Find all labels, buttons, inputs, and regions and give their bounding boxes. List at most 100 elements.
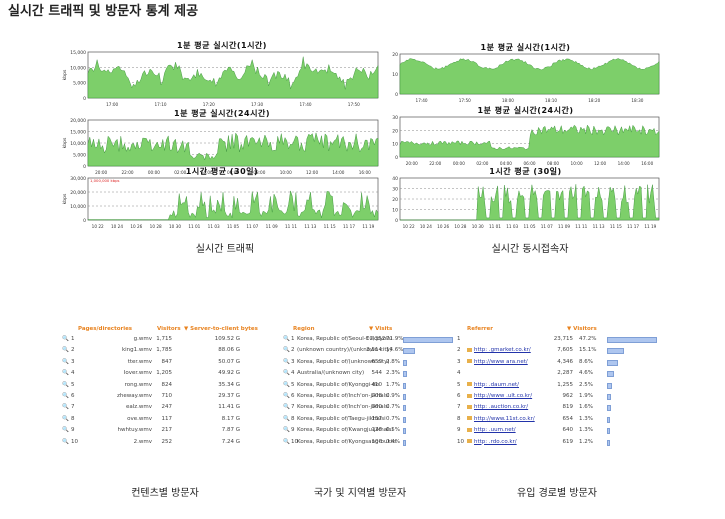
visitor-count: 252 <box>161 438 173 445</box>
row-index: 10 <box>457 438 464 445</box>
percent-bar <box>607 348 625 355</box>
visit-count: 3,514 <box>366 347 382 354</box>
referrer-link[interactable]: http: .auction.co.kr/ <box>467 404 528 410</box>
y-tick-label: 0 <box>395 92 398 98</box>
y-tick-label: 0 <box>83 218 86 224</box>
referrer-link[interactable]: http: .daum.net/ <box>467 382 519 388</box>
page-name[interactable]: tter.wmv <box>127 358 152 365</box>
concurrent-chart-24h: 1분 평균 실시간(24시간) 30 20 10 0 20:00 22:00 00:00 02:… <box>388 105 663 167</box>
row-index: 2 <box>71 347 75 354</box>
x-tick-label: 22:00 <box>429 161 441 166</box>
x-tick-label: 10 30 <box>169 224 181 229</box>
search-icon: 🔍 <box>62 404 69 411</box>
referrer-link[interactable]: http://www ara.net/ <box>467 359 528 365</box>
x-tick-label: 04:00 <box>201 170 213 175</box>
chart-svg: 20 10 0 17:40 17:50 18:00 18:10 18:20 18:30 <box>392 52 660 103</box>
search-icon: 🔍 <box>62 427 69 434</box>
visitor-count: 1,205 <box>156 370 172 377</box>
row-index: 1 <box>71 336 75 342</box>
page-name[interactable]: ealz.wmv <box>125 404 152 411</box>
page-name[interactable]: hwhtuy.wmv <box>117 427 152 434</box>
percent-bar <box>607 337 657 343</box>
page-name[interactable]: ove.wmv <box>127 415 152 422</box>
bytes-value: 50.07 G <box>218 358 240 365</box>
visitor-percent: 15.1% <box>579 347 597 354</box>
x-tick-label: 10 22 <box>92 224 104 229</box>
x-tick-label: 11 07 <box>541 224 553 229</box>
x-tick-label: 17:40 <box>299 102 311 107</box>
visitor-count: 847 <box>161 358 173 365</box>
visitor-count: 619 <box>562 438 574 445</box>
search-icon: 🔍 <box>283 438 290 445</box>
x-tick-label: 14:00 <box>332 170 344 175</box>
search-icon: 🔍 <box>62 393 69 399</box>
traffic-caption: 실시간 트래픽 <box>195 244 255 255</box>
x-tick-label: 22:00 <box>122 170 134 175</box>
visit-percent: 71.9% <box>386 336 404 342</box>
row-index: 1 <box>291 336 295 342</box>
percent-bar <box>607 416 611 423</box>
y-tick-label: 10,000 <box>70 65 86 71</box>
x-tick-label: 10 26 <box>437 224 449 229</box>
referrer-link[interactable]: http: .gmarket.co.kr/ <box>467 347 531 353</box>
percent-bar <box>403 416 406 423</box>
x-tick-label: 11 19 <box>644 224 656 229</box>
percent-bar <box>607 428 611 435</box>
page-name[interactable]: Iover.wmv <box>123 370 152 377</box>
series-area <box>87 190 379 221</box>
country-caption: 국가 및 지역별 방문자 <box>313 488 407 499</box>
x-tick-label: 16:00 <box>359 170 371 175</box>
page-name[interactable]: g.wmv <box>133 336 152 342</box>
visit-count: 544 <box>371 370 383 377</box>
col-header-ref-visitors: ▼ Visitors <box>567 326 597 332</box>
x-tick-label: 04:00 <box>500 161 512 166</box>
y-tick-label: 20,000 <box>70 118 86 124</box>
col-header-region: Region <box>293 326 315 332</box>
bytes-value: 49.92 G <box>218 370 240 377</box>
visitor-percent: 47.2% <box>579 336 597 342</box>
visit-percent: 0.5% <box>386 427 400 434</box>
region-name: Korea, Republic of/Kyonggi-do <box>297 381 380 388</box>
search-icon: 🔍 <box>283 415 290 422</box>
row-index: 5 <box>291 381 295 388</box>
y-tick-label: 30,000 <box>70 176 86 182</box>
x-tick-label: 18:30 <box>631 98 643 103</box>
x-tick-label: 16:00 <box>641 161 653 166</box>
x-tick-label: 11 13 <box>593 224 605 229</box>
page-name[interactable]: king1.wmv <box>121 347 152 354</box>
series-area <box>399 124 660 158</box>
region-name: (unknown country)/(unknown city) <box>297 347 392 354</box>
visitor-percent: 1.2% <box>579 438 593 445</box>
y-tick-label: 10,000 <box>70 141 86 147</box>
x-tick-label: 14:00 <box>618 161 630 166</box>
visit-count: 659 <box>371 358 383 365</box>
percent-bar <box>607 359 618 366</box>
x-tick-label: 11 15 <box>324 224 336 229</box>
row-index: 4 <box>71 370 75 377</box>
referrer-link[interactable]: http: .rdo.co.kr/ <box>467 439 517 445</box>
y-tick-label: 15,000 <box>70 50 86 56</box>
x-tick-label: 10 28 <box>150 224 162 229</box>
y-tick-label: 0 <box>395 218 398 224</box>
y-tick-label: 10 <box>392 72 398 78</box>
bytes-value: 11.41 G <box>218 404 240 411</box>
percent-bar <box>607 394 611 400</box>
visitor-percent: 2.5% <box>579 381 593 388</box>
page-name[interactable]: zheway.wmv <box>117 393 152 399</box>
referrer-link[interactable]: http://www .ult.co.kr/ <box>467 393 532 399</box>
search-icon: 🔍 <box>283 370 290 377</box>
referrer-link[interactable]: http://www.11st.co.kr/ <box>467 416 535 422</box>
x-tick-label: 00:00 <box>148 170 160 175</box>
y-tick-label: 20 <box>392 52 398 58</box>
y-tick-label: 5,000 <box>73 153 86 159</box>
page-title: 실시간 트래픽 및 방문자 통계 제공 <box>8 4 199 19</box>
page-name[interactable]: rong.wmv <box>124 381 152 388</box>
visitor-count: 654 <box>562 415 574 422</box>
x-tick-label: 10 22 <box>403 224 415 229</box>
row-index: 10 <box>71 438 78 445</box>
page-name[interactable]: 2.wmv <box>133 438 152 445</box>
visitor-percent: 1.6% <box>579 404 593 411</box>
visit-count: 157 <box>371 415 383 422</box>
visit-count: 126 <box>371 427 383 434</box>
referrer-link[interactable]: http: .uum.net/ <box>467 427 516 433</box>
